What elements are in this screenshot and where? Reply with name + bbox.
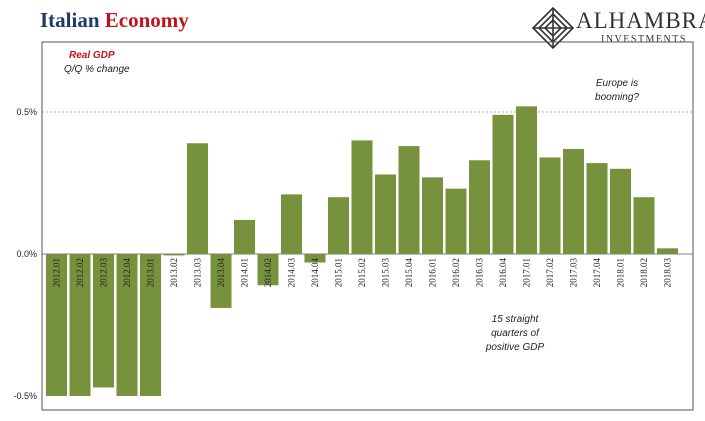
- x-tick-label: 2015.01: [334, 258, 344, 287]
- x-tick-label: 2018.03: [663, 258, 673, 288]
- bar-2015.02: [351, 140, 373, 254]
- title-italian: Italian: [40, 8, 100, 32]
- x-tick-label: 2013.04: [216, 258, 226, 288]
- x-tick-label: 2018.02: [639, 258, 649, 287]
- x-tick-label: 2012.02: [75, 258, 85, 287]
- bar-2013.03: [187, 143, 208, 254]
- x-tick-label: 2017.04: [592, 258, 602, 288]
- x-tick-label: 2012.04: [122, 258, 132, 288]
- brand-logo: ALHAMBRA INVESTMENTS: [531, 6, 705, 50]
- bar-2015.04: [398, 146, 420, 254]
- x-tick-label: 2018.01: [616, 258, 626, 287]
- x-tick-label: 2015.03: [381, 258, 391, 288]
- x-tick-label: 2016.02: [451, 258, 461, 287]
- x-tick-label: 2013.03: [193, 258, 203, 288]
- bar-2018.01: [610, 168, 631, 254]
- bar-2016.01: [422, 177, 443, 254]
- legend-subtitle: Q/Q % change: [64, 64, 130, 75]
- plot-frame: [41, 41, 694, 411]
- bar-2018.03: [657, 248, 678, 254]
- x-tick-label: 2012.03: [99, 258, 109, 288]
- x-tick-label: 2017.02: [545, 258, 555, 287]
- annotation-line: Europe is: [596, 78, 638, 89]
- y-tick-label: 0.5%: [16, 107, 37, 117]
- x-tick-label: 2015.02: [357, 258, 367, 287]
- annotation-line: 15 straight: [492, 314, 540, 325]
- x-tick-label: 2016.04: [498, 258, 508, 288]
- bar-2018.02: [633, 197, 655, 254]
- bar-2015.03: [375, 174, 396, 254]
- bar-2014.04: [304, 254, 326, 263]
- x-tick-label: 2015.04: [404, 258, 414, 288]
- annotation-line: positive GDP: [485, 342, 545, 353]
- y-tick-label: 0.0%: [16, 249, 37, 259]
- bar-2013.02: [163, 254, 185, 256]
- bar-2016.02: [445, 188, 467, 254]
- bar-2012.03: [93, 254, 114, 388]
- annotation-europe: Europe is booming?: [595, 78, 639, 103]
- bar-2014.03: [281, 194, 302, 254]
- bar-2017.04: [586, 163, 608, 254]
- bar-2012.04: [116, 254, 138, 396]
- y-tick-label: -0.5%: [13, 391, 37, 401]
- x-tick-label: 2014.01: [240, 258, 250, 287]
- annotation-quarters: 15 straight quarters of positive GDP: [485, 314, 545, 353]
- x-tick-label: 2012.01: [52, 258, 62, 287]
- bar-2013.04: [210, 254, 232, 308]
- chart-title: Italian Economy: [40, 8, 189, 33]
- x-tick-label: 2014.04: [310, 258, 320, 288]
- x-tick-label: 2013.02: [169, 258, 179, 287]
- legend-title: Real GDP: [69, 50, 115, 61]
- bars: [46, 106, 678, 396]
- annotation-line: booming?: [595, 92, 639, 103]
- bar-2014.02: [257, 254, 279, 286]
- x-tick-label: 2017.01: [522, 258, 532, 287]
- bar-2012.01: [46, 254, 67, 396]
- x-tick-label: 2014.02: [263, 258, 273, 287]
- x-tick-label: 2016.03: [475, 258, 485, 288]
- bar-2015.01: [328, 197, 349, 254]
- bar-2016.04: [492, 114, 514, 254]
- bar-2014.01: [234, 219, 255, 254]
- bar-2017.01: [516, 106, 537, 254]
- logo-name: ALHAMBRA: [576, 8, 705, 33]
- y-axis: 0.5% 0.0% -0.5%: [13, 107, 37, 401]
- bar-2013.01: [140, 254, 161, 396]
- x-tick-label: 2017.03: [569, 258, 579, 288]
- bar-2016.03: [469, 160, 490, 254]
- x-tick-label: 2013.01: [146, 258, 156, 287]
- x-tick-label: 2016.01: [428, 258, 438, 287]
- annotation-line: quarters of: [491, 328, 540, 339]
- x-tick-label: 2014.03: [287, 258, 297, 288]
- title-economy: Economy: [104, 8, 189, 32]
- diamond-lattice-icon: [531, 6, 575, 50]
- x-axis: 2012.01 2012.02 2012.03 2012.04 2013.01 2013.…: [52, 258, 673, 288]
- bar-2017.03: [563, 148, 584, 254]
- logo-subtitle: INVESTMENTS: [601, 34, 687, 45]
- bar-2012.02: [69, 254, 91, 396]
- bar-2017.02: [539, 157, 561, 254]
